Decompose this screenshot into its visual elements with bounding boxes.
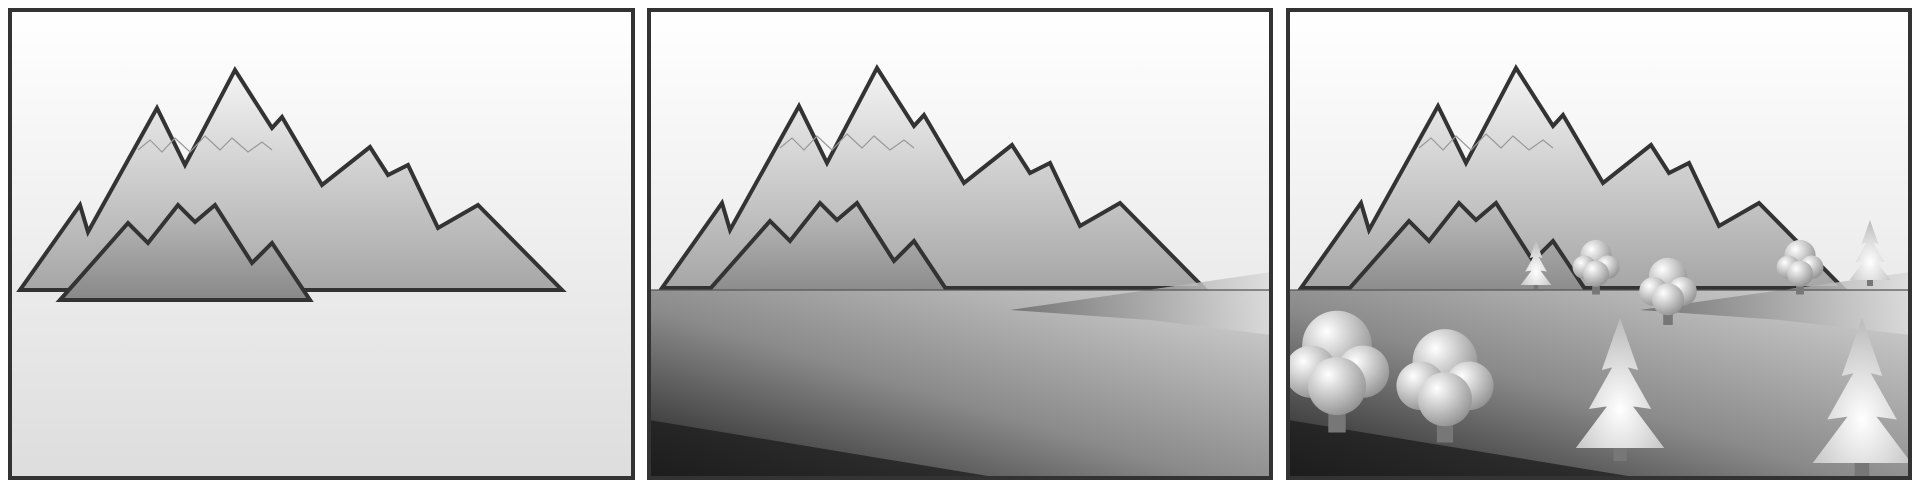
panel-2: [647, 8, 1273, 480]
panel-frame: [647, 8, 1273, 480]
foreground-dark-shore: [649, 420, 1000, 478]
foreground-dark-shore: [1288, 420, 1640, 478]
panel-3: [1286, 8, 1912, 480]
panel-frame: [8, 8, 635, 480]
panel-frame: [1286, 8, 1912, 480]
panel-1: [8, 8, 635, 480]
ground: [649, 290, 1271, 478]
far-shore: [1640, 272, 1910, 335]
far-shore: [1010, 272, 1271, 335]
